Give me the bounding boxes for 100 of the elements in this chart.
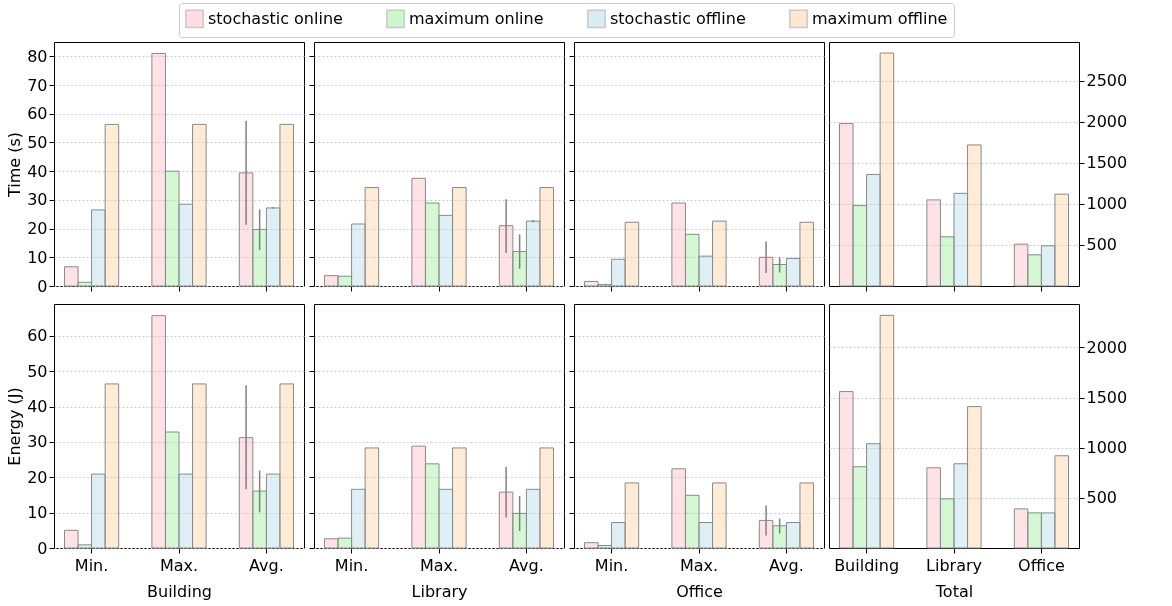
- bar: [1054, 455, 1070, 549]
- bar: [967, 406, 982, 549]
- bar: [498, 491, 514, 549]
- y-tick-label: 50: [27, 132, 48, 152]
- bar: [879, 52, 895, 287]
- bar: [1040, 512, 1056, 549]
- bar: [337, 537, 353, 549]
- x-tick-label: Office: [1018, 555, 1065, 575]
- bar: [1013, 243, 1029, 287]
- bar: [1040, 245, 1056, 287]
- bar: [104, 123, 120, 287]
- bar: [525, 488, 541, 549]
- bar: [364, 187, 380, 287]
- y2-tick-label: 1500: [1086, 388, 1128, 408]
- bar: [424, 202, 440, 287]
- bar: [597, 545, 613, 549]
- bar: [351, 488, 366, 549]
- bar: [866, 443, 881, 549]
- y-tick-label: 70: [27, 75, 48, 95]
- bar: [624, 221, 640, 287]
- bar: [512, 251, 527, 287]
- y-tick-label: 40: [27, 397, 48, 417]
- bar: [1027, 254, 1042, 287]
- bar: [323, 538, 339, 549]
- y-axis-title: Time (s): [5, 131, 25, 199]
- bar: [104, 383, 120, 549]
- y-tick-label: 20: [27, 219, 48, 239]
- bar: [838, 123, 854, 287]
- x-axis-title: Total: [934, 581, 974, 601]
- bar: [178, 203, 194, 287]
- bar: [351, 223, 366, 287]
- bar: [498, 225, 514, 287]
- bar: [583, 280, 599, 287]
- bar: [91, 209, 106, 287]
- y-tick-label: 80: [27, 46, 48, 66]
- bar: [926, 199, 941, 287]
- bar: [411, 177, 426, 287]
- bar: [323, 275, 339, 287]
- y2-tick-label: 1500: [1086, 153, 1128, 173]
- bar: [953, 192, 969, 287]
- y2-tick-label: 1000: [1086, 194, 1128, 214]
- y-tick-label: 50: [27, 361, 48, 381]
- y-tick-label: 40: [27, 161, 48, 181]
- bar: [265, 207, 281, 287]
- y-tick-label: 60: [27, 326, 48, 346]
- x-tick-label: Avg.: [769, 555, 804, 575]
- bar: [452, 187, 467, 287]
- y-tick-label: 20: [27, 467, 48, 487]
- bar: [772, 263, 787, 287]
- bar: [852, 466, 868, 549]
- x-tick-label: Avg.: [249, 555, 284, 575]
- bar: [192, 123, 207, 287]
- legend-label: maximum offline: [812, 8, 948, 28]
- bar: [698, 522, 714, 549]
- bar: [799, 221, 815, 287]
- bar: [178, 473, 194, 549]
- bar: [671, 202, 686, 287]
- bar: [512, 512, 527, 549]
- y2-tick-label: 2000: [1086, 112, 1128, 132]
- bar: [939, 498, 955, 549]
- x-axis-title: Office: [676, 581, 723, 601]
- bar: [151, 315, 166, 549]
- bar: [1054, 193, 1070, 287]
- y2-tick-label: 1000: [1086, 438, 1128, 458]
- bar: [63, 266, 79, 287]
- bar: [926, 467, 941, 549]
- bar: [192, 383, 207, 549]
- y2-tick-label: 2000: [1086, 337, 1128, 357]
- bar: [866, 173, 881, 287]
- y2-tick-label: 2500: [1086, 71, 1128, 91]
- bar: [265, 473, 281, 549]
- y-tick-label: 30: [27, 432, 48, 452]
- bar: [967, 144, 982, 287]
- bar: [838, 391, 854, 549]
- bar: [539, 447, 555, 549]
- y-tick-label: 30: [27, 190, 48, 210]
- bar: [77, 544, 93, 549]
- bar: [785, 522, 801, 549]
- bar: [279, 383, 295, 549]
- bar: [63, 529, 79, 549]
- bar: [91, 473, 106, 549]
- x-tick-label: Min.: [334, 555, 369, 575]
- x-axis-title: Library: [411, 581, 468, 601]
- x-tick-label: Building: [834, 555, 900, 575]
- bar: [279, 123, 295, 287]
- y2-tick-label: 500: [1086, 488, 1118, 508]
- bar: [452, 447, 467, 549]
- bar: [712, 482, 727, 549]
- bar: [624, 482, 640, 549]
- bar: [1027, 512, 1042, 549]
- x-tick-label: Avg.: [509, 555, 544, 575]
- bar: [671, 468, 686, 549]
- y-tick-label: 0: [37, 538, 48, 558]
- bar: [151, 52, 166, 287]
- bar: [238, 172, 254, 287]
- x-tick-label: Min.: [74, 555, 109, 575]
- bar: [238, 437, 254, 549]
- legend-label: stochastic online: [208, 8, 343, 28]
- bar: [77, 281, 93, 287]
- y-tick-label: 0: [37, 276, 48, 296]
